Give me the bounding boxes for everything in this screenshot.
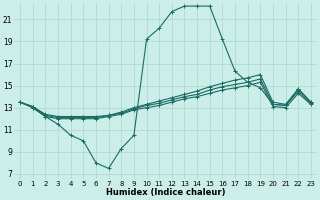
X-axis label: Humidex (Indice chaleur): Humidex (Indice chaleur): [106, 188, 225, 197]
